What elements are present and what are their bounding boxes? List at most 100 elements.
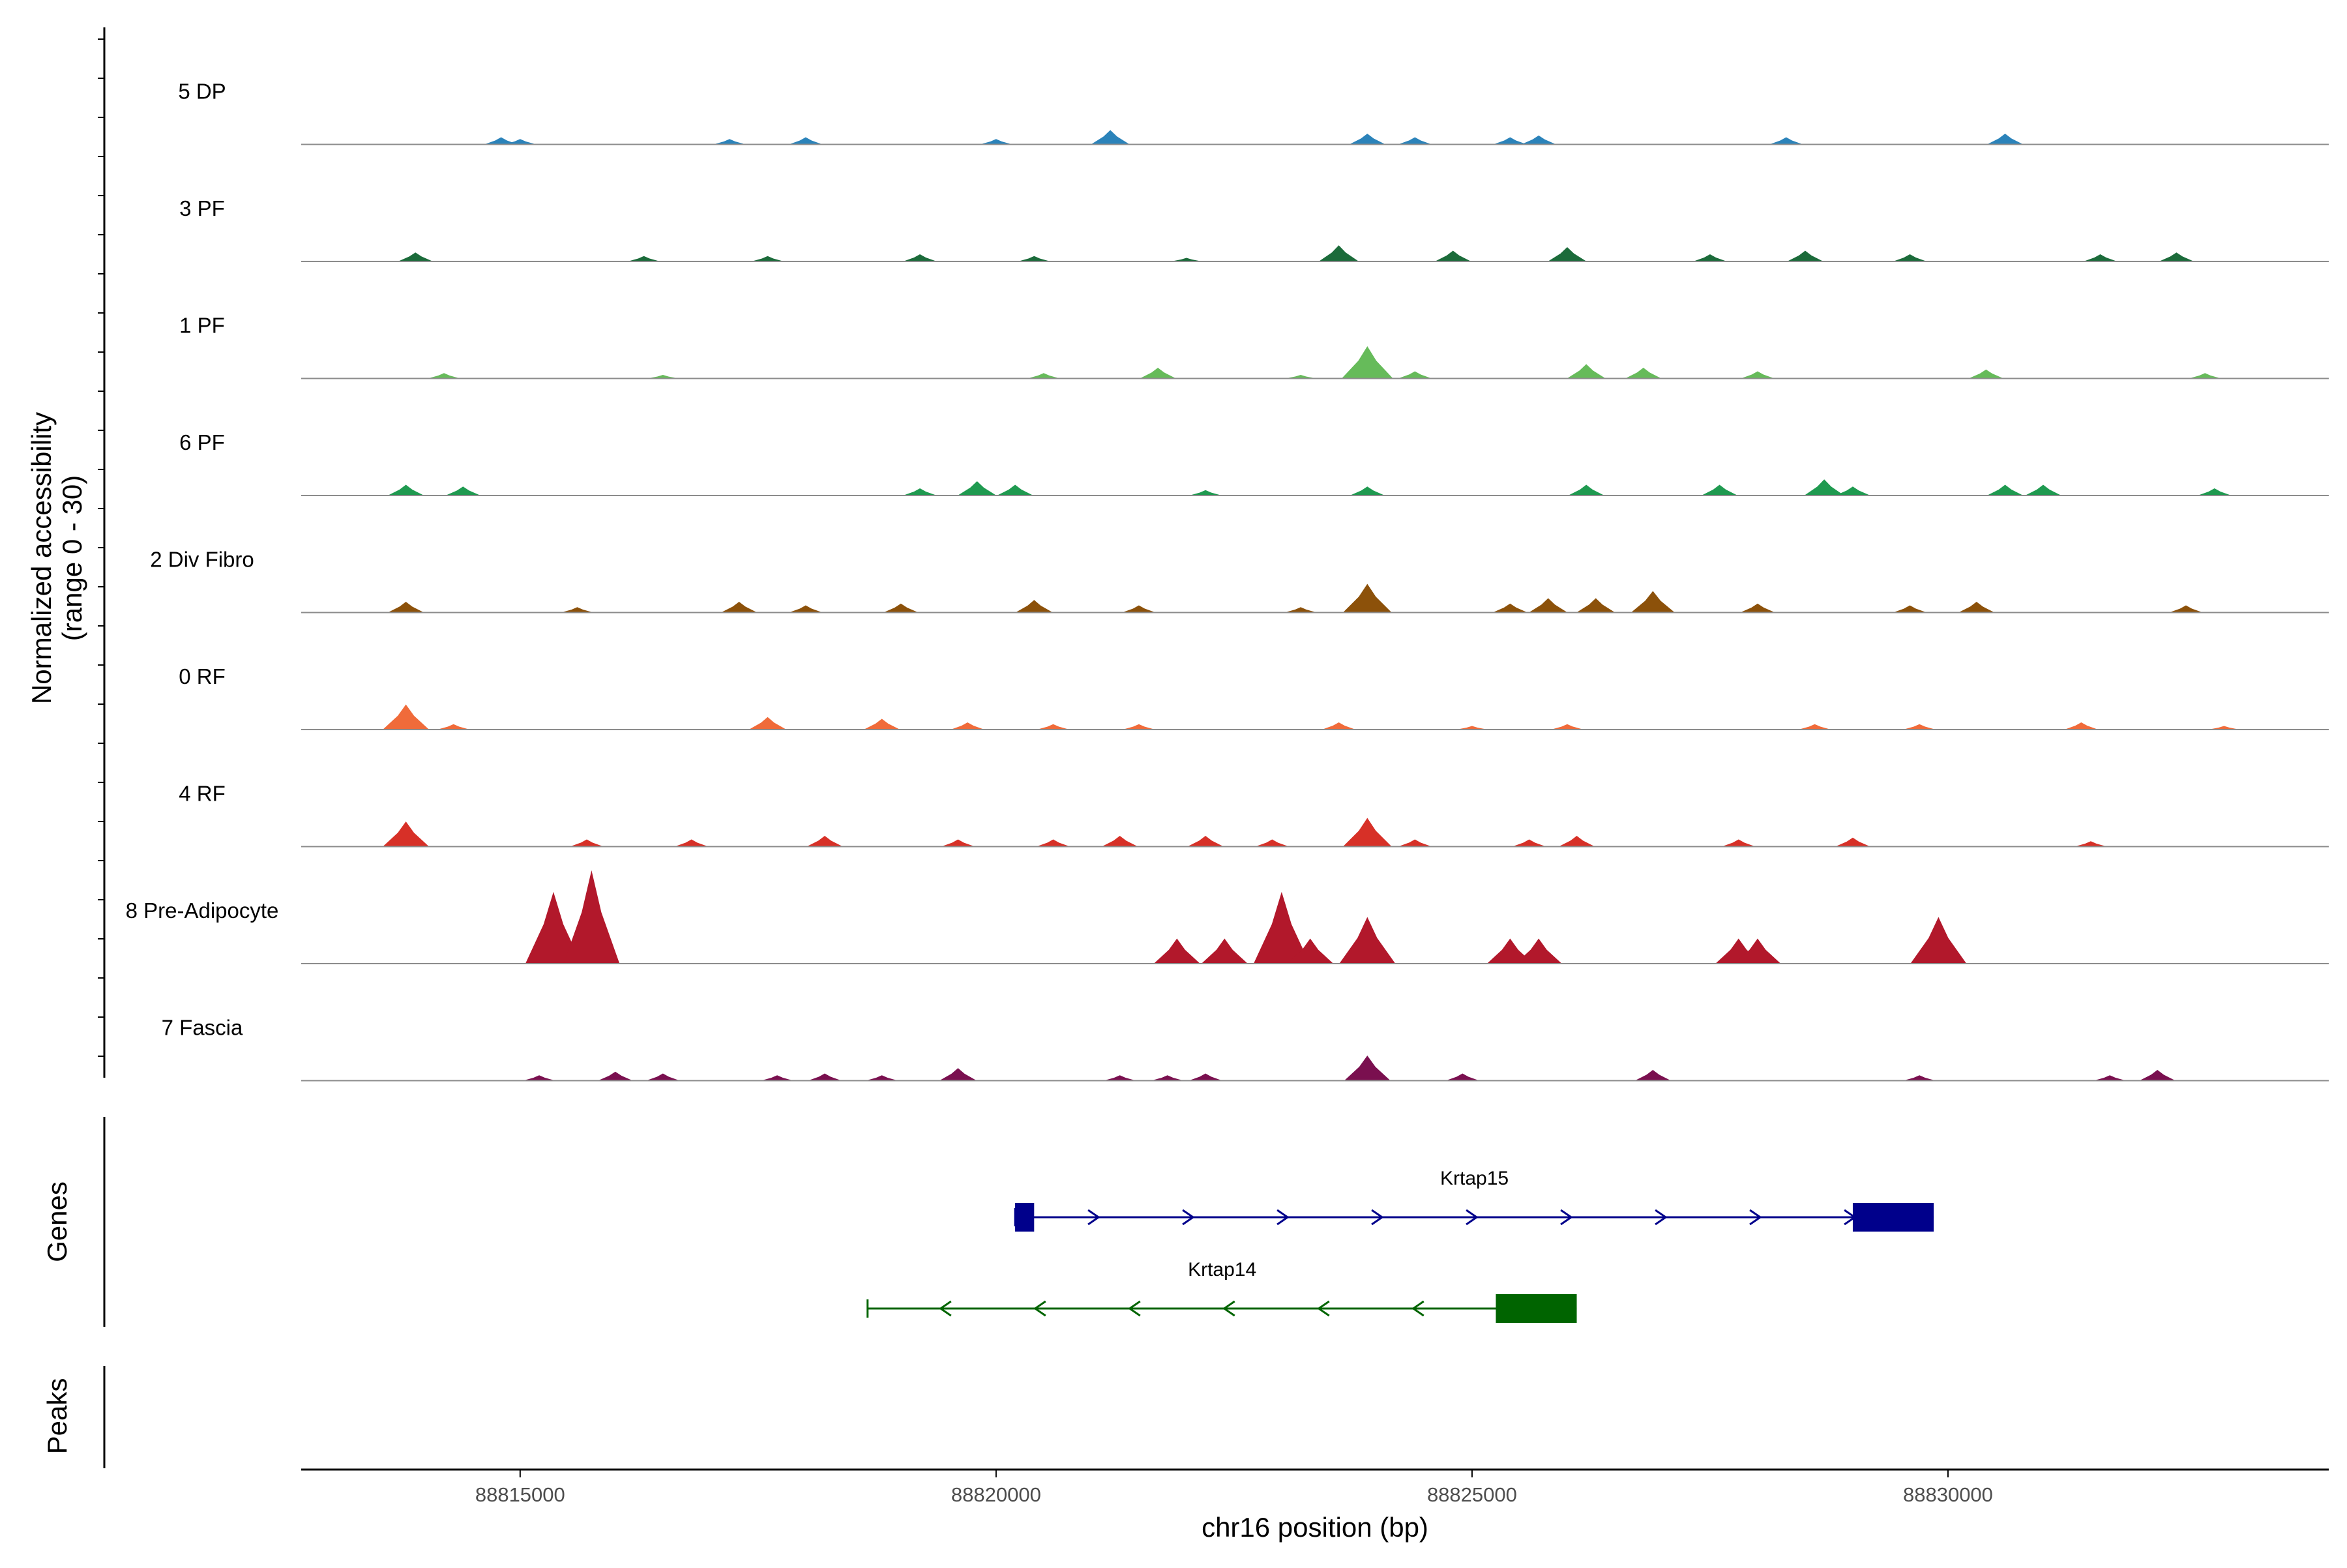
strand-arrow — [939, 1300, 952, 1317]
coverage-peak — [808, 1073, 842, 1081]
coverage-peak — [2083, 254, 2118, 261]
strand-arrow — [1466, 1209, 1479, 1226]
coverage-peak — [1339, 917, 1396, 964]
y-axis-title-line1: Normalized accessibility — [26, 412, 57, 704]
coverage-peak — [1036, 839, 1070, 847]
coverage-peak — [2208, 726, 2240, 730]
x-axis-ticks: 88815000 88820000 88825000 88830000 — [475, 1470, 1993, 1506]
coverage-peak — [1835, 837, 1870, 847]
coverage-peak — [1187, 835, 1224, 847]
coverage-peak — [1631, 591, 1675, 613]
coverage-peak — [525, 891, 582, 964]
coverage-peak — [1721, 839, 1756, 847]
track-3: 1 PF — [179, 314, 2329, 379]
coverage-peak — [2074, 841, 2107, 847]
coverage-peak — [1091, 130, 1130, 145]
coverage-peak — [2064, 722, 2099, 730]
coverage-peak — [2159, 252, 2194, 261]
coverage-y-ticks — [98, 38, 104, 1057]
coverage-peak — [398, 252, 434, 261]
strand-arrow — [1033, 1300, 1046, 1317]
coverage-peak — [1398, 137, 1432, 145]
coverage-peak — [1515, 938, 1562, 964]
coverage-peak — [383, 821, 430, 847]
coverage-peak — [2189, 373, 2222, 379]
strand-arrow — [1411, 1300, 1424, 1317]
track-9: 7 Fascia — [162, 1016, 2329, 1082]
gene-name-label: Krtap14 — [1188, 1259, 1256, 1280]
coverage-peak — [748, 717, 787, 730]
strand-arrow — [1182, 1209, 1195, 1226]
track-label: 5 DP — [178, 80, 226, 104]
coverage-peak — [387, 484, 424, 496]
coverage-peak — [598, 1071, 633, 1081]
coverage-peak — [1398, 371, 1432, 379]
coverage-peak — [645, 1073, 680, 1081]
coverage-peak — [1201, 938, 1248, 964]
strand-arrow — [1560, 1209, 1573, 1226]
coverage-peak — [1101, 835, 1138, 847]
coverage-peak — [1342, 818, 1392, 847]
track-label: 2 Div Fibro — [150, 548, 254, 572]
coverage-peak — [865, 1075, 898, 1081]
coverage-peak — [383, 704, 430, 730]
coverage-peak — [1486, 938, 1533, 964]
coverage-peak — [1567, 364, 1606, 379]
track-label: 0 RF — [179, 664, 226, 688]
coverage-peak — [1349, 133, 1386, 145]
gene-krtap14: Krtap14 — [866, 1259, 1577, 1323]
coverage-peak — [1787, 250, 1823, 261]
coverage-peak — [1151, 1075, 1184, 1081]
coverage-peak — [806, 835, 843, 847]
coverage-peak — [1170, 258, 1202, 261]
coverage-peak — [484, 137, 518, 145]
coverage-peak — [1903, 724, 1936, 730]
coverage-peak — [1287, 938, 1334, 964]
coverage-peak — [863, 718, 900, 730]
coverage-peak — [561, 607, 594, 613]
coverage-peak — [1693, 254, 1727, 261]
coverage-tracks: 5 DP 3 PF 1 PF 6 PF 2 Div Fibro 0 RF 4 RF 8 Pre… — [126, 80, 2329, 1082]
coverage-peak — [1189, 490, 1222, 496]
coverage-peak — [1253, 891, 1310, 964]
coverage-peak — [1018, 256, 1051, 261]
coverage-peak — [1769, 137, 1803, 145]
strand-arrow — [1655, 1209, 1668, 1226]
gene-name-label: Krtap15 — [1440, 1168, 1509, 1189]
coverage-peak — [1741, 371, 1775, 379]
coverage-peak — [1122, 724, 1155, 730]
x-tick-label: 88820000 — [951, 1483, 1041, 1506]
track-label: 3 PF — [179, 196, 225, 220]
coverage-peak — [1968, 369, 2004, 379]
coverage-peak — [1568, 484, 1604, 496]
coverage-peak — [1740, 603, 1775, 613]
coverage-peak — [1103, 1075, 1136, 1081]
coverage-peak — [1734, 938, 1781, 964]
x-axis-title: chr16 position (bp) — [1202, 1512, 1428, 1543]
coverage-peak — [957, 481, 997, 496]
coverage-peak — [951, 722, 984, 730]
strand-arrow — [1087, 1209, 1100, 1226]
track-5: 2 Div Fibro — [150, 548, 2329, 614]
coverage-peak — [1521, 135, 1556, 145]
coverage-peak — [563, 870, 620, 964]
coverage-peak — [1903, 1075, 1936, 1081]
y-axis-title-line2: (range 0 - 30) — [57, 475, 87, 641]
coverage-peak — [1558, 835, 1595, 847]
coverage-peak — [1284, 607, 1317, 613]
coverage-peak — [1625, 367, 1662, 379]
coverage-peak — [1350, 486, 1385, 496]
coverage-peak — [903, 254, 937, 261]
coverage-peak — [1318, 245, 1359, 261]
gene-models: Krtap15 Krtap14 — [866, 1168, 1934, 1323]
coverage-peak — [979, 139, 1012, 145]
coverage-peak — [1512, 839, 1546, 847]
strand-arrow — [1222, 1300, 1235, 1317]
gene-krtap15: Krtap15 — [1014, 1168, 1934, 1232]
coverage-peak — [883, 603, 919, 613]
track-label: 8 Pre-Adipocyte — [126, 898, 279, 923]
coverage-peak — [445, 486, 481, 496]
coverage-peak — [1493, 137, 1528, 145]
strand-arrow — [1371, 1209, 1384, 1226]
coverage-peak — [1798, 724, 1831, 730]
